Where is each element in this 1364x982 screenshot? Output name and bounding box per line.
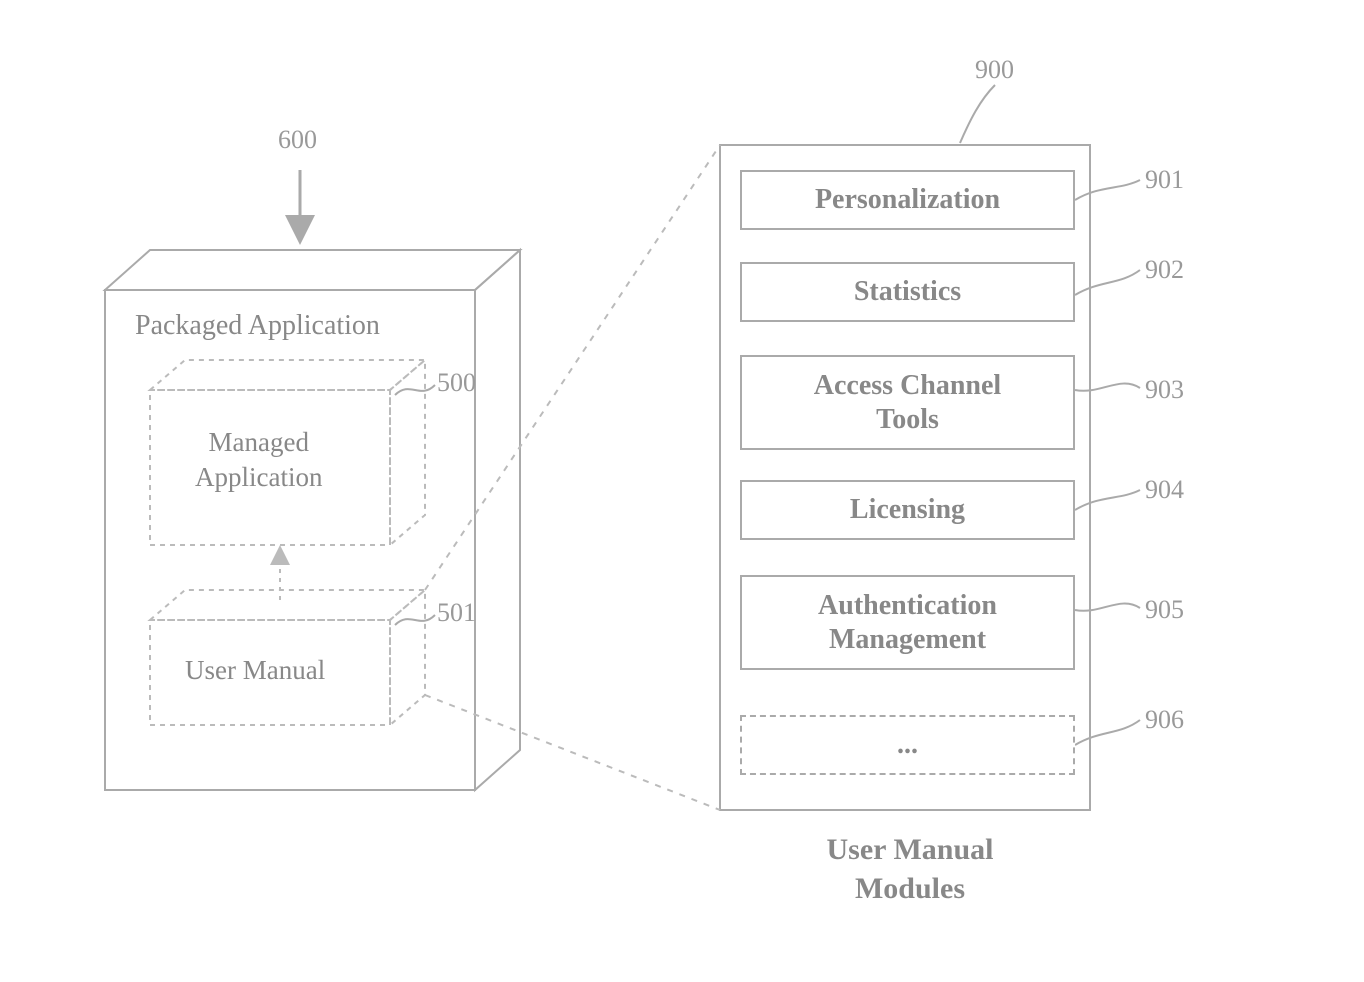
ref-500: 500 — [437, 368, 476, 398]
managed-application-label: Managed Application — [195, 425, 322, 495]
module-statistics: Statistics — [740, 262, 1075, 322]
ref-600: 600 — [278, 125, 317, 155]
module-label: Statistics — [854, 275, 961, 309]
module-label: Authentication Management — [818, 589, 997, 656]
module-access-channel-tools: Access Channel Tools — [740, 355, 1075, 450]
ref-901: 901 — [1145, 165, 1184, 195]
ref-902: 902 — [1145, 255, 1184, 285]
ref-904: 904 — [1145, 475, 1184, 505]
module-label: Licensing — [850, 493, 965, 527]
module-ellipsis: ... — [740, 715, 1075, 775]
ref-903: 903 — [1145, 375, 1184, 405]
diagram-canvas: 600 Packaged Application Managed Applica… — [0, 0, 1364, 982]
ref-905: 905 — [1145, 595, 1184, 625]
packaged-application-title: Packaged Application — [135, 310, 380, 342]
module-authentication-management: Authentication Management — [740, 575, 1075, 670]
module-licensing: Licensing — [740, 480, 1075, 540]
module-label: Access Channel Tools — [814, 369, 1001, 436]
ref-900: 900 — [975, 55, 1014, 85]
user-manual-label: User Manual — [185, 655, 325, 686]
module-label: Personalization — [815, 183, 1000, 217]
module-label: ... — [897, 728, 918, 762]
ref-501: 501 — [437, 598, 476, 628]
user-manual-modules-caption: User Manual Modules — [800, 830, 1020, 908]
module-personalization: Personalization — [740, 170, 1075, 230]
ref-906: 906 — [1145, 705, 1184, 735]
